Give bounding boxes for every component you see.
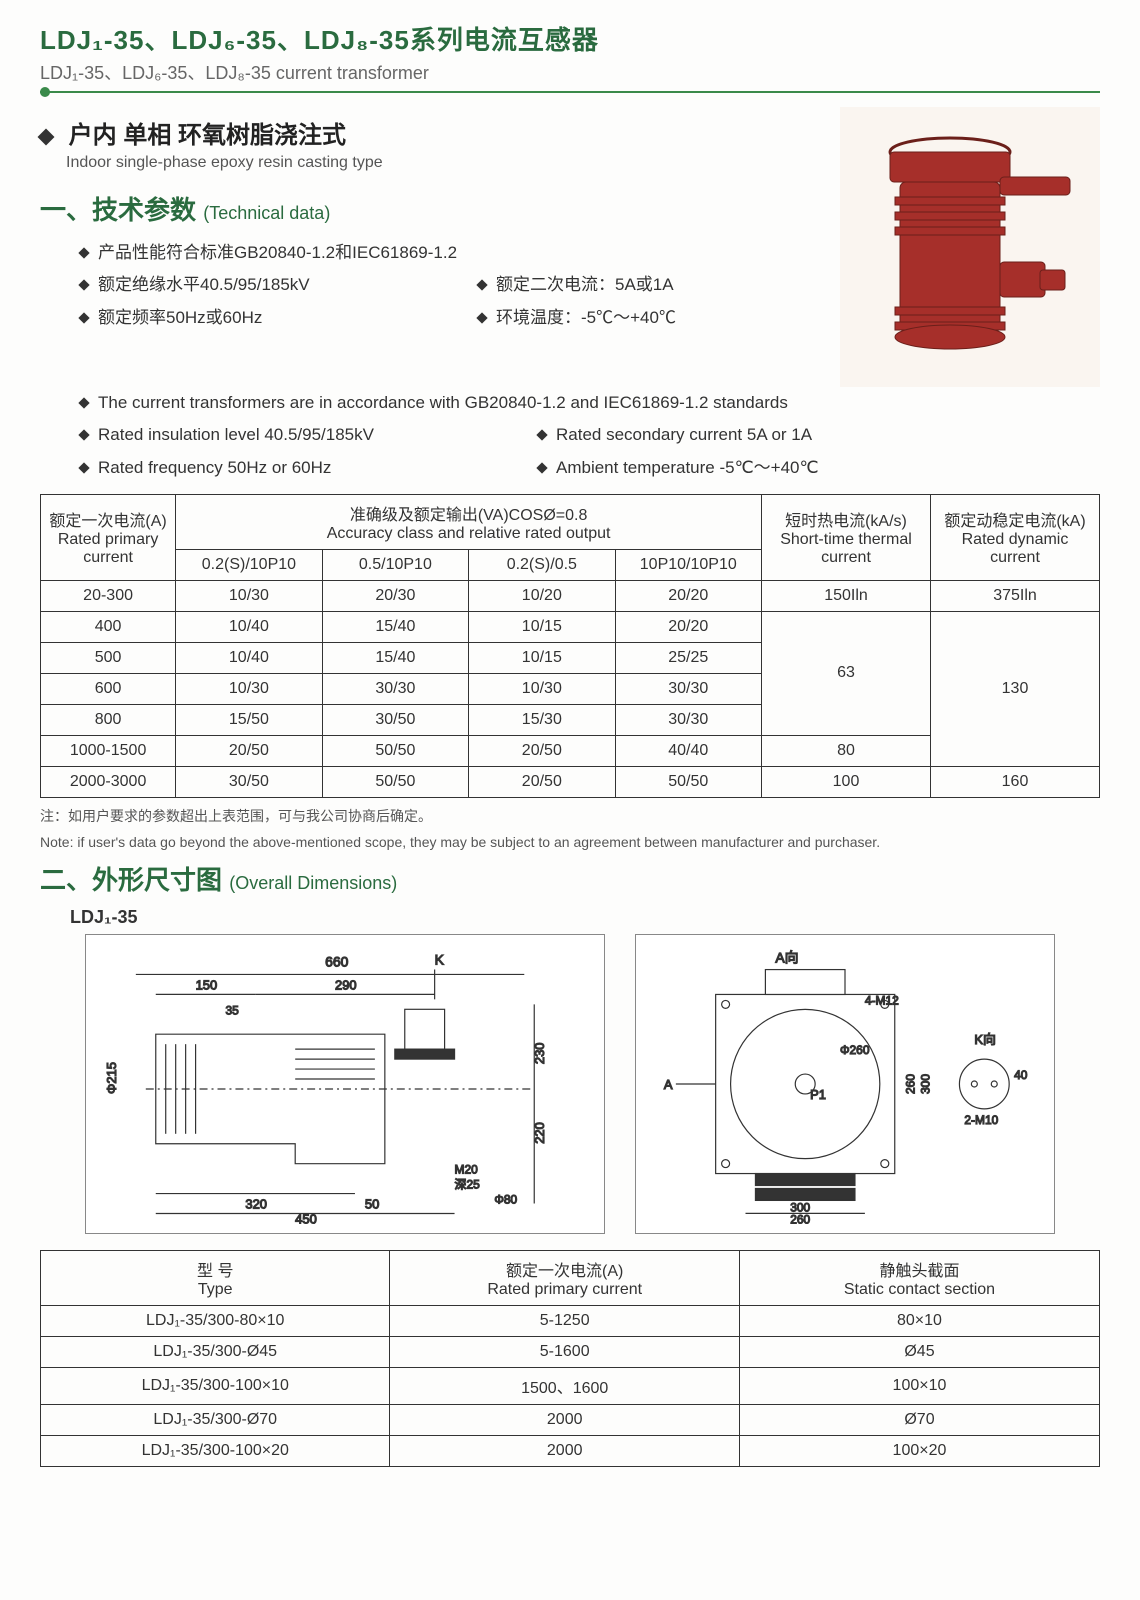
bullet-right: Rated secondary current 5A or 1A: [538, 419, 812, 451]
th-en: Rated primary current: [58, 531, 158, 566]
svg-text:150: 150: [196, 977, 218, 992]
subtype-cn: 户内 单相 环氧树脂浇注式: [69, 122, 346, 149]
svg-text:Φ80: Φ80: [494, 1192, 517, 1206]
svg-text:35: 35: [225, 1003, 239, 1017]
th-cn: 额定一次电流(A): [506, 1263, 623, 1280]
svg-text:A: A: [664, 1077, 673, 1092]
bullet-item: 额定绝缘水平40.5/95/185kV 额定二次电流：5A或1A: [80, 269, 820, 301]
th-en: Short-time thermal current: [780, 531, 912, 566]
transformer-illustration: [860, 122, 1080, 372]
bullet-item: 额定频率50Hz或60Hz 环境温度：-5℃～+40℃: [80, 302, 820, 334]
th-cn: 短时热电流(kA/s): [785, 513, 907, 530]
svg-text:660: 660: [325, 953, 349, 969]
bullets-en: The current transformers are in accordan…: [80, 387, 1100, 484]
svg-text:K向: K向: [974, 1032, 996, 1047]
bullet-left: Rated frequency 50Hz or 60Hz: [98, 452, 538, 484]
product-photo: [840, 107, 1100, 387]
table-row: 40010/4015/4010/1520/2063130: [41, 611, 1100, 642]
dim-model-label: LDJ₁-35: [70, 907, 1100, 928]
th-cn: 额定一次电流(A): [49, 513, 166, 530]
th-sub: 0.5/10P10: [322, 549, 468, 580]
th-en: Accuracy class and relative rated output: [327, 525, 611, 542]
bullet-item: Rated frequency 50Hz or 60Hz Ambient tem…: [80, 452, 1100, 484]
svg-text:Φ260: Φ260: [840, 1043, 870, 1057]
th-sub: 0.2(S)/0.5: [469, 549, 615, 580]
th-en: Static contact section: [844, 1281, 995, 1298]
th-en: Rated dynamic current: [962, 531, 1069, 566]
subtype-en: Indoor single-phase epoxy resin casting …: [66, 154, 820, 172]
bullet-left: 额定绝缘水平40.5/95/185kV: [98, 269, 478, 301]
table-row: 20-30010/3020/3010/2020/20150Iln375Iln: [41, 580, 1100, 611]
bullet-item: The current transformers are in accordan…: [80, 387, 1100, 419]
svg-text:4-M12: 4-M12: [865, 993, 899, 1007]
bullet-right: Ambient temperature -5℃～+40℃: [538, 452, 819, 484]
table-row: LDJ₁-35/300-Ø702000Ø70: [41, 1404, 1100, 1435]
svg-text:Φ215: Φ215: [104, 1062, 119, 1094]
svg-text:P1: P1: [810, 1087, 826, 1102]
divider-line: [40, 91, 1100, 93]
bullet-right: 环境温度：-5℃～+40℃: [478, 302, 676, 334]
bullet-left: Rated insulation level 40.5/95/185kV: [98, 419, 538, 451]
th-sub: 0.2(S)/10P10: [176, 549, 322, 580]
svg-text:K: K: [435, 951, 445, 967]
th-cn: 静触头截面: [879, 1263, 959, 1280]
svg-text:260: 260: [904, 1074, 918, 1094]
th-en: Type: [198, 1281, 233, 1298]
title-en: LDJ₁-35、LDJ₆-35、LDJ₈-35 current transfor…: [40, 59, 1100, 85]
section2-en: (Overall Dimensions): [229, 873, 397, 893]
svg-text:50: 50: [365, 1196, 379, 1211]
dimensions-table: 型 号 Type 额定一次电流(A) Rated primary current…: [40, 1250, 1100, 1467]
bullet-right: 额定二次电流：5A或1A: [478, 269, 674, 301]
table-row: LDJ₁-35/300-Ø455-1600Ø45: [41, 1336, 1100, 1367]
note-en: Note: if user's data go beyond the above…: [40, 834, 1100, 850]
th-cn: 准确级及额定输出(VA)COSØ=0.8: [350, 507, 588, 524]
section1-en: (Technical data): [203, 203, 330, 223]
bullet-left: 额定频率50Hz或60Hz: [98, 302, 478, 334]
th-en: Rated primary current: [487, 1281, 642, 1298]
svg-text:2-M10: 2-M10: [964, 1113, 998, 1127]
th-sub: 10P10/10P10: [615, 549, 761, 580]
svg-text:深25: 深25: [455, 1177, 481, 1191]
side-view-diagram: 660 150 290 K Φ215 35 320 50: [85, 934, 605, 1234]
section2-heading: 二、外形尺寸图 (Overall Dimensions): [40, 860, 1100, 897]
section1-heading: 一、技术参数 (Technical data): [40, 190, 820, 227]
dimension-diagrams: 660 150 290 K Φ215 35 320 50: [40, 934, 1100, 1234]
table-row: 2000-300030/5050/5020/5050/50100160: [41, 766, 1100, 797]
svg-text:40: 40: [1014, 1068, 1028, 1082]
subtype-heading: 户内 单相 环氧树脂浇注式: [40, 115, 820, 150]
bullets-cn: 产品性能符合标准GB20840-1.2和IEC61869-1.2 额定绝缘水平4…: [80, 237, 820, 334]
title-cn: LDJ₁-35、LDJ₆-35、LDJ₈-35系列电流互感器: [40, 20, 1100, 57]
table-row: LDJ₁-35/300-100×202000100×20: [41, 1435, 1100, 1466]
th-cn: 型 号: [197, 1263, 233, 1280]
table-row: LDJ₁-35/300-100×101500、1600100×10: [41, 1367, 1100, 1404]
table-row: LDJ₁-35/300-80×105-125080×10: [41, 1305, 1100, 1336]
svg-text:A向: A向: [775, 950, 798, 966]
svg-text:M20: M20: [455, 1163, 479, 1177]
diamond-icon: [38, 128, 55, 145]
technical-data-table: 额定一次电流(A) Rated primary current 准确级及额定输出…: [40, 494, 1100, 798]
svg-text:300: 300: [790, 1200, 810, 1214]
table-header-row: 额定一次电流(A) Rated primary current 准确级及额定输出…: [41, 494, 1100, 549]
table-header-row: 型 号 Type 额定一次电流(A) Rated primary current…: [41, 1250, 1100, 1305]
th-cn: 额定动稳定电流(kA): [944, 513, 1085, 530]
svg-text:290: 290: [335, 977, 357, 992]
front-view-diagram: A向 P1 4-M12 Φ260 A 260 300 260 300 K向: [635, 934, 1055, 1234]
svg-text:320: 320: [245, 1196, 267, 1211]
bullet-item: 产品性能符合标准GB20840-1.2和IEC61869-1.2: [80, 237, 820, 269]
svg-text:300: 300: [919, 1074, 933, 1094]
section1-cn: 一、技术参数: [40, 195, 196, 225]
section2-cn: 二、外形尺寸图: [40, 865, 222, 895]
svg-text:450: 450: [295, 1211, 317, 1224]
bullet-item: Rated insulation level 40.5/95/185kV Rat…: [80, 419, 1100, 451]
note-cn: 注：如用户要求的参数超出上表范围，可与我公司协商后确定。: [40, 806, 1100, 826]
